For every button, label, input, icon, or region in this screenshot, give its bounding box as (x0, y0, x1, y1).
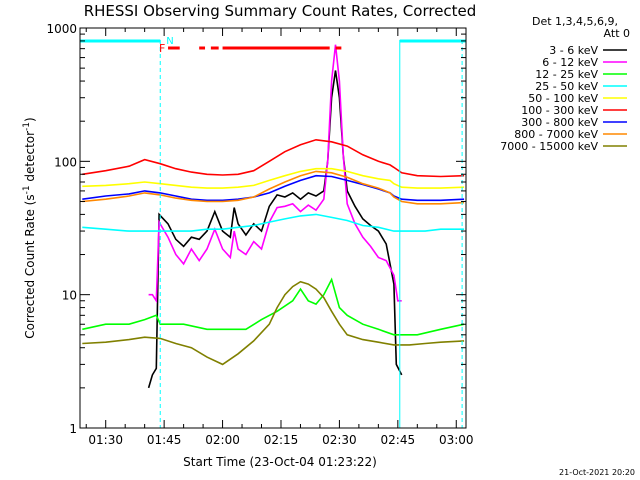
x-tick-label: 02:00 (205, 433, 240, 447)
series-line (82, 213, 465, 232)
x-tick-label: 02:15 (264, 433, 299, 447)
legend-label: 12 - 25 keV (535, 68, 598, 81)
legend-label: 3 - 6 keV (549, 44, 598, 57)
y-axis-label: Corrected Count Rate (s-1 detector-1) (22, 117, 37, 338)
plot-area: FN 01:30 01:45 02:00 02:15 02:30 02:45 03:00 1 10… (46, 22, 473, 447)
flare-flag-label: F (159, 42, 165, 55)
series-line (82, 138, 465, 178)
series-line (82, 277, 465, 336)
legend-label: 300 - 800 keV (521, 116, 598, 129)
y-axis-label-text: Corrected Count Rate (s-1 detector-1) (22, 117, 37, 338)
legend-label: 100 - 300 keV (521, 104, 598, 117)
x-axis-label: Start Time (23-Oct-04 01:23:22) (183, 455, 377, 469)
legend-header-line-1: Det 1,3,4,5,6,9, (532, 15, 618, 28)
legend-label: 50 - 100 keV (528, 92, 598, 105)
plot-frame (79, 27, 467, 429)
x-tick-label: 03:00 (439, 433, 474, 447)
x-tick-label: 01:30 (88, 433, 123, 447)
night-flag-label: N (166, 36, 173, 47)
y-tick-label: 100 (54, 155, 77, 169)
legend-label: 7000 - 15000 keV (500, 140, 598, 153)
series-line (82, 167, 465, 189)
y-tick-label: 1000 (46, 22, 77, 36)
legend-label: 800 - 7000 keV (514, 128, 598, 141)
y-tick-label: 10 (62, 289, 77, 303)
series-line (82, 280, 465, 366)
x-tick-label: 01:45 (147, 433, 182, 447)
x-tick-label: 02:45 (381, 433, 416, 447)
legend-label: 6 - 12 keV (542, 56, 598, 69)
x-tick-label: 02:30 (322, 433, 357, 447)
legend-header-line-2: Att 0 (604, 27, 630, 40)
legend-label: 25 - 50 keV (535, 80, 598, 93)
series-line (147, 70, 403, 389)
y-tick-label: 1 (69, 422, 77, 436)
series-line (148, 44, 402, 304)
date-stamp: 21-Oct-2021 20:20 (559, 468, 635, 477)
chart-title: RHESSI Observing Summary Count Rates, Co… (84, 2, 477, 20)
